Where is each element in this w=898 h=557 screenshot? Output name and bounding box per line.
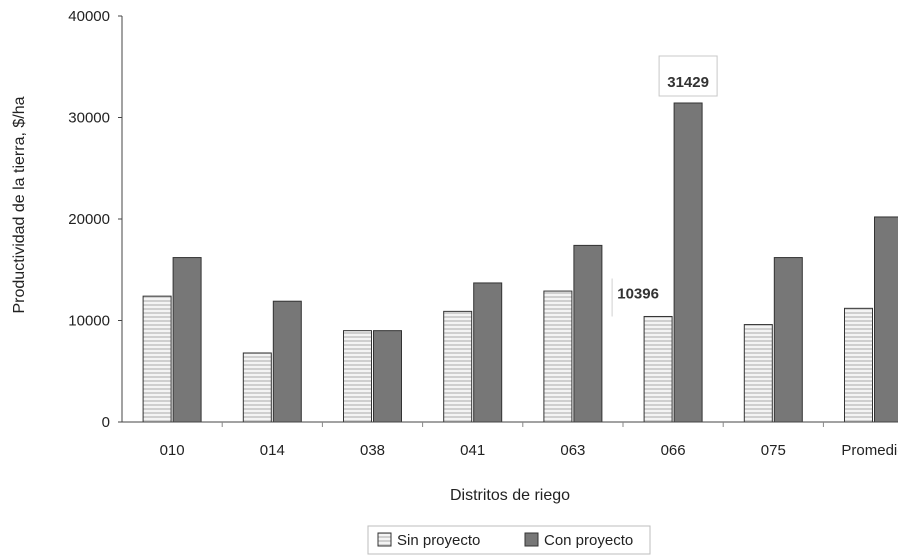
data-label-sin-proyecto: 10396 [617,285,659,302]
bar-con-proyecto [373,330,402,423]
bar-sin-proyecto [443,310,473,423]
x-tick-label: 014 [260,442,285,459]
y-axis-title: Productividad de la tierra, $/ha [11,96,28,313]
bar-sin-proyecto [743,324,773,423]
bar-con-proyecto [272,300,302,423]
axes: 0 10000 20000 30000 40000 010 014 038 041 063 066 0… [68,8,898,459]
y-tick-label: 20000 [68,211,110,228]
bar-sin-proyecto [543,290,573,423]
legend: Sin proyecto Con proyecto [367,525,651,555]
x-tick-label: 038 [360,442,385,459]
bar-sin-proyecto [242,352,272,423]
x-tick-label: Promedio [841,442,898,459]
bar-sin-proyecto [844,307,873,423]
legend-swatch-con-proyecto [524,532,539,547]
y-tick-label: 10000 [68,313,110,330]
y-tick-label: 0 [102,414,110,431]
legend-label-sin-proyecto: Sin proyecto [397,532,480,549]
plot-area [142,102,898,423]
data-labels: 10396 31429 [611,55,718,317]
x-axis-title: Distritos de riego [450,487,570,504]
legend-label-con-proyecto: Con proyecto [544,532,633,549]
bar-con-proyecto [773,257,803,423]
bar-con-proyecto [172,257,202,423]
x-tick-label: 075 [761,442,786,459]
y-tick-label: 30000 [68,110,110,127]
data-label-box [658,55,718,97]
x-tick-label: 066 [661,442,686,459]
bar-con-proyecto [473,282,503,423]
bar-sin-proyecto [343,330,372,423]
bar-con-proyecto [673,102,703,423]
legend-border [367,525,651,555]
bar-sin-proyecto [643,315,673,423]
bar-con-proyecto [874,216,898,423]
x-tick-label: 041 [460,442,485,459]
data-label-con-proyecto: 31429 [667,74,709,91]
legend-swatch-sin-proyecto [377,532,392,547]
y-tick-label: 40000 [68,8,110,25]
bar-con-proyecto [573,244,603,423]
x-tick-label: 010 [160,442,185,459]
x-tick-label: 063 [560,442,585,459]
bar-sin-proyecto [142,295,172,423]
